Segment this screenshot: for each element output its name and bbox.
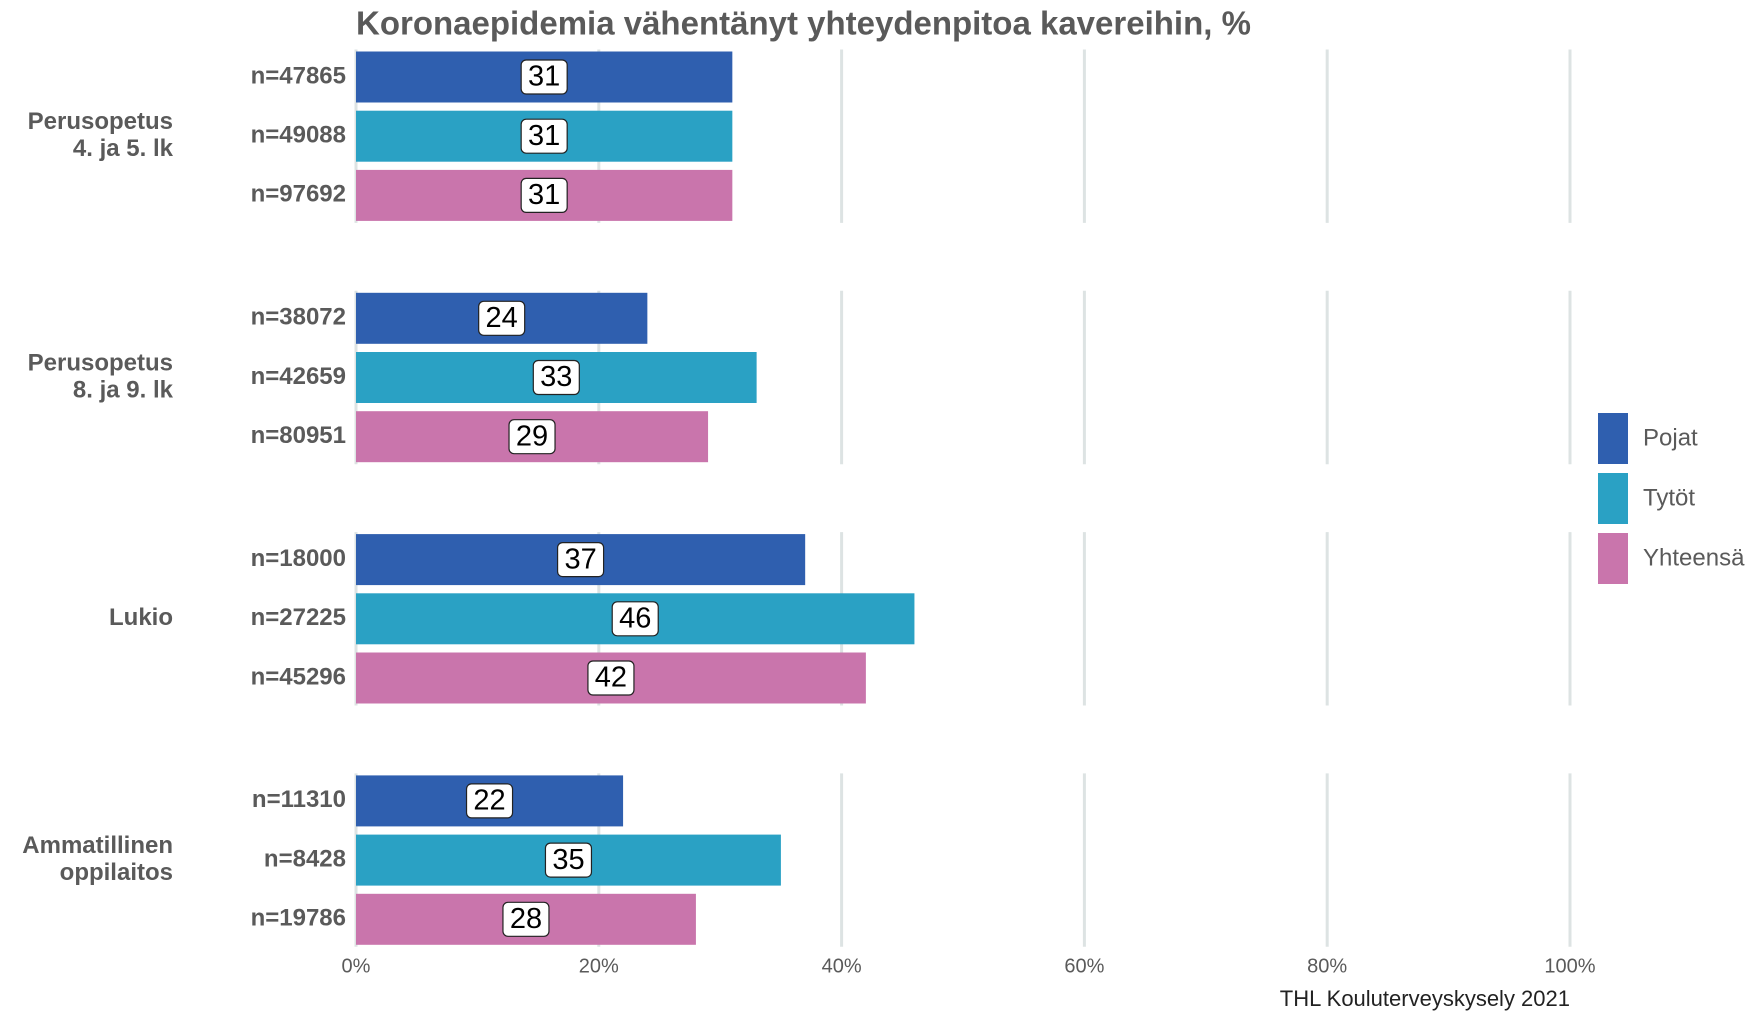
- n-label: n=45296: [251, 663, 346, 690]
- value-label-box: [502, 901, 550, 937]
- value-label-box: [508, 419, 556, 455]
- value-label-box: [611, 601, 659, 637]
- source: THL Kouluterveyskysely 2021: [1280, 986, 1570, 1011]
- n-label: n=49088: [251, 122, 346, 149]
- value-label-box: [520, 177, 568, 213]
- value-label: 46: [619, 602, 651, 634]
- value-label: 22: [473, 785, 505, 817]
- category-label: 4. ja 5. lk: [73, 135, 174, 162]
- x-tick-label: 80%: [1307, 955, 1347, 977]
- value-label: 28: [510, 903, 542, 935]
- n-label: n=42659: [251, 363, 346, 390]
- category-label: 8. ja 9. lk: [73, 376, 174, 403]
- x-tick-label: 60%: [1064, 955, 1104, 977]
- value-label: 29: [516, 420, 548, 452]
- x-tick-label: 40%: [822, 955, 862, 977]
- n-label: n=18000: [251, 545, 346, 572]
- legend-swatch: [1598, 473, 1628, 524]
- n-label: n=27225: [251, 604, 346, 631]
- value-label-box: [544, 842, 593, 878]
- chart-title: Koronaepidemia vähentänyt yhteydenpitoa …: [356, 5, 1251, 42]
- value-label-box: [478, 300, 526, 336]
- n-label: n=8428: [264, 845, 346, 872]
- value-label: 31: [528, 179, 560, 211]
- value-label: 31: [528, 61, 560, 93]
- value-label: 35: [552, 844, 584, 876]
- legend-label: Tytöt: [1643, 484, 1695, 511]
- n-label: n=97692: [251, 181, 346, 208]
- value-label: 37: [564, 543, 596, 575]
- legend-label: Pojat: [1643, 424, 1698, 451]
- legend-swatch: [1598, 533, 1628, 584]
- n-label: n=80951: [251, 422, 346, 449]
- n-label: n=19786: [251, 905, 346, 932]
- category-label: Perusopetus: [28, 108, 173, 135]
- value-label-box: [556, 541, 605, 578]
- legend-swatch: [1598, 413, 1628, 464]
- category-label: Ammatillinen: [22, 832, 173, 859]
- value-label-box: [520, 118, 568, 154]
- n-label: n=38072: [251, 304, 346, 331]
- value-label: 33: [540, 361, 572, 393]
- value-label-box: [587, 660, 635, 696]
- x-tick-label: 100%: [1544, 955, 1595, 977]
- x-tick-label: 0%: [342, 955, 371, 977]
- legend-label: Yhteensä: [1643, 544, 1745, 571]
- n-label: n=47865: [251, 62, 346, 89]
- value-label: 31: [528, 120, 560, 152]
- value-label-box: [532, 359, 580, 396]
- category-label: Lukio: [109, 604, 173, 631]
- n-label: n=11310: [252, 786, 346, 813]
- x-tick-label: 20%: [579, 955, 619, 977]
- category-label: Perusopetus: [28, 349, 173, 376]
- value-label-box: [520, 59, 568, 95]
- value-label-box: [465, 783, 514, 819]
- value-label: 24: [486, 302, 518, 334]
- category-label: oppilaitos: [60, 859, 173, 886]
- value-label: 42: [595, 662, 627, 694]
